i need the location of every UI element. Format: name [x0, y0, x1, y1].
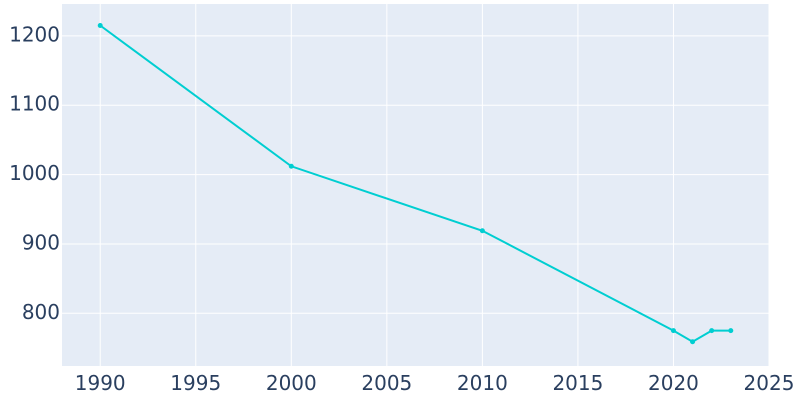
x-tick-label: 1990: [75, 371, 126, 395]
x-axis-ticks: 1990 1995 2000 2005 2010 2015 2020 2025: [75, 371, 795, 395]
x-tick-label: 2005: [361, 371, 412, 395]
y-tick-label: 900: [22, 230, 60, 254]
x-tick-label: 2020: [648, 371, 699, 395]
plot-background: [62, 4, 769, 366]
grid-lines: [62, 4, 770, 366]
y-axis-ticks: 800 900 1000 1100 1200: [9, 22, 60, 323]
data-point: [288, 163, 294, 169]
y-tick-label: 1100: [9, 92, 60, 116]
y-tick-label: 1000: [9, 161, 60, 185]
x-tick-label: 1995: [170, 371, 221, 395]
x-tick-label: 2010: [457, 371, 508, 395]
data-point: [728, 328, 734, 334]
data-point: [670, 328, 676, 334]
data-point: [709, 328, 715, 334]
data-point: [690, 339, 696, 345]
x-tick-label: 2025: [744, 371, 795, 395]
x-tick-label: 2015: [552, 371, 603, 395]
data-point: [97, 22, 103, 28]
series-layer: [97, 22, 734, 345]
data-point: [479, 228, 485, 234]
x-tick-label: 2000: [266, 371, 317, 395]
y-tick-label: 800: [22, 300, 60, 324]
y-tick-label: 1200: [9, 22, 60, 46]
